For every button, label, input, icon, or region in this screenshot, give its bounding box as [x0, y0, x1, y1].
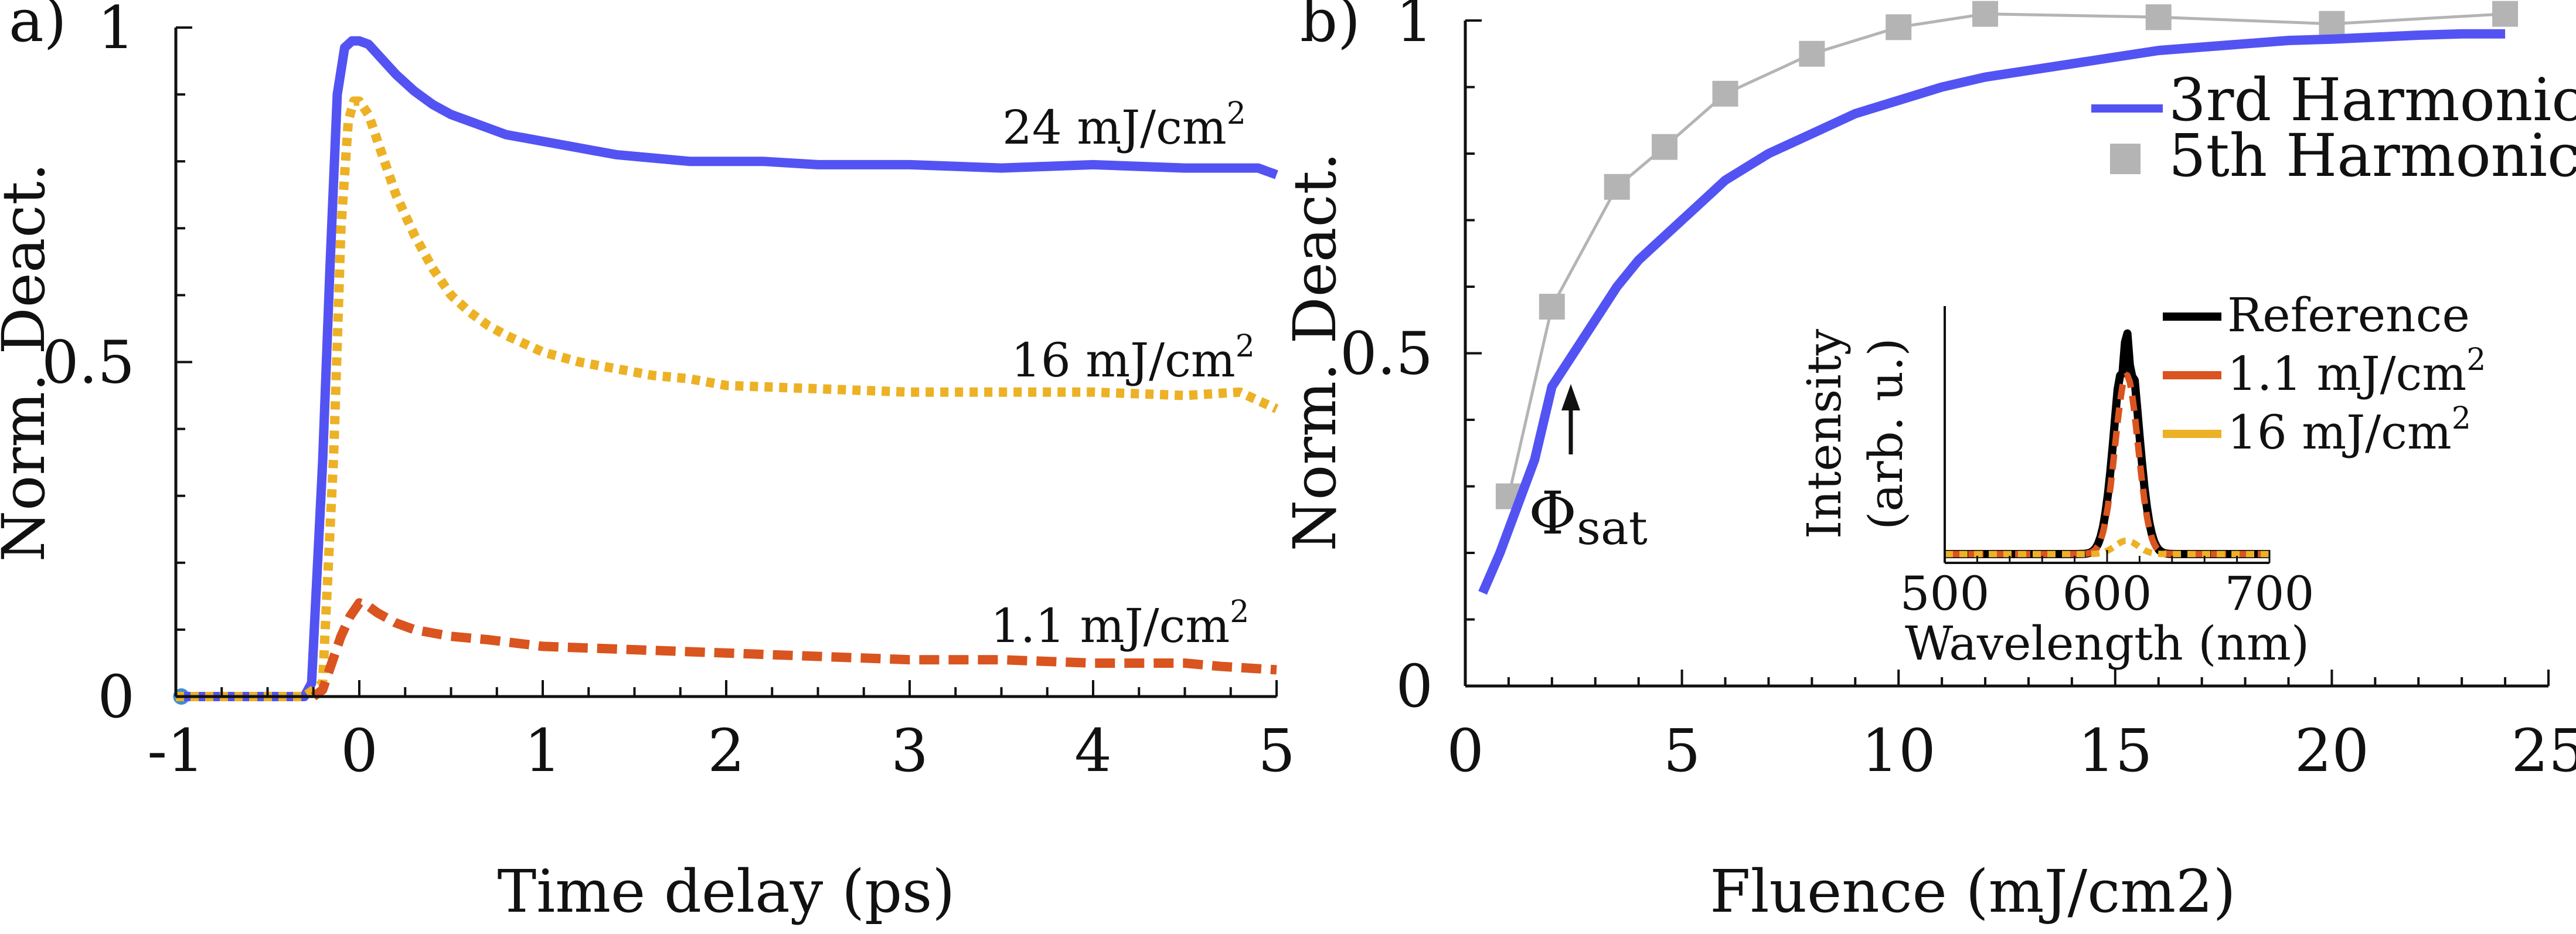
panel-a-x-ticks: -1 0 1 2 3 4 5 — [147, 680, 1295, 785]
x-tick-label: 25 — [2511, 716, 2576, 785]
y-tick-label: 1 — [1396, 0, 1433, 55]
annotation-24: 24 mJ/cm2 — [1002, 96, 1246, 155]
inset-x-tick-label: 500 — [1900, 566, 1990, 621]
x-tick-label: 1 — [524, 716, 562, 785]
phi-sat-label: Φsat — [1529, 479, 1648, 555]
panel-b-y-ticks: 00.51 — [1340, 0, 1482, 721]
x-tick-label: 5 — [1258, 716, 1295, 785]
panel-a-y-axis-label: Norm. Deact. — [0, 163, 58, 562]
inset-y-axis-label-line1: Intensity — [1797, 329, 1852, 539]
inset-y-axis-label-line2: (arb. u.) — [1859, 338, 1913, 529]
series-point-5th-harmonic — [2319, 11, 2345, 37]
inset-x-axis-label: Wavelength (nm) — [1905, 616, 2309, 671]
panel-a-label: a) — [9, 0, 67, 55]
inset-series-line-reference — [1943, 329, 2271, 558]
x-tick-label: 5 — [1663, 716, 1701, 785]
inset-x-ticks: 500 600 700 — [1900, 550, 2315, 621]
panel-b-x-axis-label: Fluence (mJ/cm2) — [1710, 857, 2235, 926]
panel-b-series — [1478, 1, 2519, 595]
inset-series-line-1-1-mj-cm2 — [1944, 372, 2269, 558]
legend-5th-harmonic-swatch — [2110, 144, 2141, 174]
legend-3rd-harmonic-label: 3rd Harmonic — [2169, 66, 2576, 134]
x-tick-label: -1 — [147, 716, 204, 785]
panel-a-y-ticks: 00.51 — [42, 0, 192, 731]
series-point-5th-harmonic — [1712, 80, 1738, 107]
y-tick-label: 1 — [97, 0, 135, 62]
annotation-16: 16 mJ/cm2 — [1011, 329, 1255, 388]
inset-x-tick-label: 600 — [2063, 566, 2152, 621]
panel-a-annotations: 24 mJ/cm2 16 mJ/cm2 1.1 mJ/cm2 — [991, 96, 1255, 653]
inset-series — [1943, 329, 2271, 558]
inset-legend-1-1-label: 1.1 mJ/cm2 — [2227, 342, 2486, 401]
x-tick-label: 15 — [2078, 716, 2152, 785]
x-tick-label: 0 — [1447, 716, 1484, 785]
x-tick-label: 2 — [707, 716, 745, 785]
series-point-5th-harmonic — [1799, 40, 1825, 67]
series-point-5th-harmonic — [1604, 174, 1630, 200]
x-tick-label: 20 — [2295, 716, 2369, 785]
series-point-5th-harmonic — [2492, 1, 2519, 27]
x-tick-label: 10 — [1862, 716, 1936, 785]
y-tick-label: 0.5 — [42, 328, 135, 397]
inset-legend: Reference 1.1 mJ/cm2 16 mJ/cm2 — [2163, 288, 2486, 460]
inset-legend-reference-label: Reference — [2227, 288, 2470, 342]
legend-5th-harmonic-label: 5th Harmonic — [2169, 121, 2576, 190]
x-tick-label: 3 — [891, 716, 928, 785]
y-tick-label: 0 — [1396, 652, 1433, 721]
annotation-1-1: 1.1 mJ/cm2 — [991, 595, 1249, 653]
panel-b-x-ticks: 0 5 10 15 20 25 — [1447, 670, 2576, 785]
panel-b-y-axis-label: Norm. Deact. — [1281, 152, 1349, 552]
phi-sat-annotation: Φsat — [1529, 384, 1648, 555]
series-point-5th-harmonic — [1652, 134, 1678, 160]
y-tick-label: 0 — [97, 663, 135, 731]
inset-legend-16-label: 16 mJ/cm2 — [2227, 401, 2471, 460]
panel-a: a) -1 0 1 2 3 4 5 00.51 Time delay (ps) Norm. … — [0, 0, 1295, 926]
series-point-5th-harmonic — [1886, 14, 1912, 40]
inset-spectrum: 500 600 700 Wavelength (nm) Intensity (arb… — [1797, 288, 2486, 671]
series-line-24-mj-cm2 — [176, 36, 1278, 701]
inset-x-tick-label: 700 — [2225, 566, 2315, 621]
series-point-5th-harmonic — [1972, 1, 1999, 27]
series-point-5th-harmonic — [2145, 4, 2172, 30]
x-tick-label: 0 — [341, 716, 378, 785]
phi-sat-arrow-head — [1561, 384, 1580, 410]
panel-b-legend: 3rd Harmonic 5th Harmonic — [2091, 66, 2576, 190]
series-point-5th-harmonic — [1539, 294, 1565, 320]
panel-b-label: b) — [1300, 0, 1360, 55]
panel-a-x-axis-label: Time delay (ps) — [498, 857, 955, 926]
x-tick-label: 4 — [1074, 716, 1112, 785]
series-line-1-1-mj-cm2 — [311, 598, 1277, 701]
panel-b: b) 0 5 10 15 20 25 00.51 Fluence (mJ/cm2) Nor… — [1281, 0, 2576, 926]
series-line-3rd-harmonic — [1478, 29, 2506, 595]
series-line-16-mj-cm2 — [176, 96, 1279, 701]
y-tick-label: 0.5 — [1340, 320, 1433, 388]
